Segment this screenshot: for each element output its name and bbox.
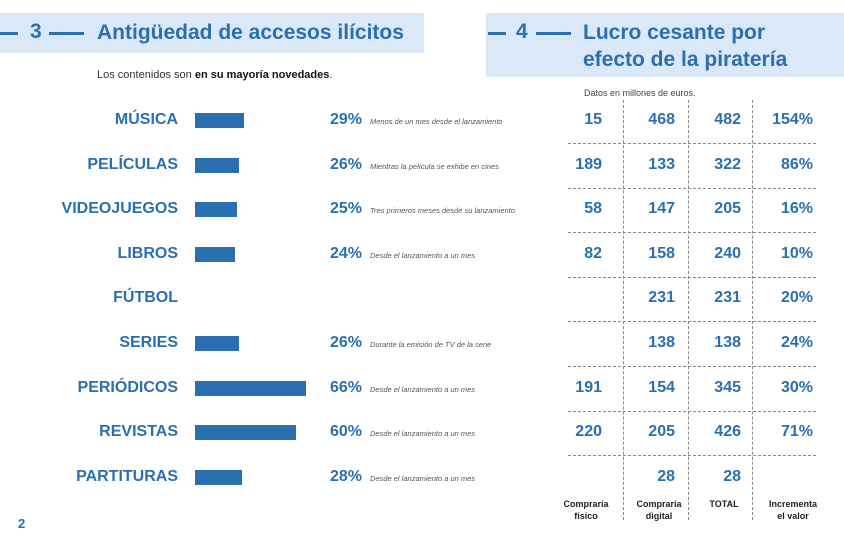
value-fisico: 15: [584, 111, 602, 128]
value-incrementa: 16%: [780, 200, 813, 218]
category-label: VIDEOJUEGOS: [61, 200, 178, 218]
category-label: PELÍCULAS: [87, 155, 178, 173]
bar: [195, 336, 239, 351]
percent-label: 60%: [329, 423, 362, 441]
category-label: PARTITURAS: [76, 467, 178, 485]
bar: [195, 380, 306, 396]
table-hline: [568, 232, 816, 234]
category-label: SERIES: [119, 334, 178, 351]
col-header-digital: Compraría digital: [636, 499, 682, 521]
value-incrementa: 30%: [780, 378, 813, 396]
table-hline: [568, 276, 816, 278]
value-digital: 468: [648, 111, 675, 128]
section3-subtitle: Los contenidos son en su mayoría novedad…: [97, 69, 333, 81]
value-total: 138: [714, 334, 741, 351]
value-fisico: 191: [575, 378, 602, 396]
period-description: Desde el lanzamiento a un mes: [370, 384, 476, 394]
category-label: FÚTBOL: [113, 289, 178, 307]
section4-header: [486, 13, 844, 77]
section3-number: 3: [30, 20, 42, 43]
category-label: LIBROS: [117, 244, 178, 262]
table-hline: [568, 366, 816, 367]
percent-label: 26%: [329, 334, 362, 351]
table-vline: [623, 100, 624, 520]
period-description: Desde el lanzamiento a un mes: [370, 473, 476, 483]
category-label: REVISTAS: [99, 423, 178, 441]
section4-dash-left: [488, 32, 506, 35]
section4-dash-right: [536, 32, 571, 35]
section3-dash-right: [49, 32, 84, 35]
value-total: 322: [714, 155, 741, 173]
percent-label: 29%: [329, 111, 362, 128]
table-hline: [568, 455, 816, 457]
section4-note: Datos en millones de euros.: [584, 88, 696, 98]
value-incrementa: 24%: [780, 334, 813, 351]
percent-label: 28%: [329, 467, 362, 485]
category-label: MÚSICA: [114, 111, 178, 128]
value-total: 205: [714, 200, 741, 218]
percent-label: 24%: [329, 244, 362, 262]
value-fisico: 189: [575, 155, 602, 173]
value-fisico: 58: [584, 200, 602, 218]
value-incrementa: 10%: [780, 244, 813, 262]
section3-dash-left: [0, 32, 18, 35]
period-description: Durante la emisión de TV de la serie: [370, 340, 492, 349]
percent-label: 25%: [329, 200, 362, 218]
value-total: 28: [723, 467, 741, 485]
section3-title: Antigüedad de accesos ilícitos: [97, 21, 404, 44]
value-total: 345: [714, 378, 741, 396]
percent-label: 26%: [329, 155, 362, 173]
table-vline: [688, 100, 689, 520]
value-digital: 147: [648, 200, 675, 218]
value-digital: 138: [648, 334, 675, 351]
value-digital: 158: [648, 244, 675, 262]
section4-title-line1: Lucro cesante por: [583, 21, 766, 44]
col-header-incrementa: Incrementa el valor: [768, 499, 818, 521]
section4-number: 4: [516, 20, 528, 43]
table-vline: [752, 100, 753, 520]
period-description: Desde el lanzamiento a un mes: [370, 429, 476, 439]
value-fisico: 220: [575, 423, 602, 441]
page-number: 2: [18, 516, 26, 531]
table-hline: [568, 187, 816, 189]
value-digital: 28: [657, 467, 675, 485]
bar: [195, 202, 237, 218]
value-total: 240: [714, 244, 741, 262]
value-incrementa: 71%: [780, 423, 813, 441]
value-incrementa: 86%: [780, 155, 813, 173]
period-description: Menos de un mes desde el lanzamiento: [370, 117, 503, 126]
value-digital: 205: [648, 423, 675, 441]
bar: [195, 113, 244, 128]
value-total: 482: [714, 111, 741, 128]
bar: [195, 425, 296, 441]
value-digital: 154: [648, 378, 675, 396]
table-hline: [568, 143, 816, 144]
section4-title-line2: efecto de la piratería: [583, 48, 788, 71]
value-incrementa: 154%: [772, 111, 813, 128]
col-header-fisico: Compraría físico: [563, 499, 609, 521]
category-label: PERIÓDICOS: [77, 378, 178, 396]
value-total: 426: [714, 423, 741, 441]
percent-label: 66%: [329, 378, 362, 396]
period-description: Mientras la película se exhibe en cines: [370, 161, 499, 171]
table-hline: [568, 321, 816, 323]
value-digital: 133: [648, 155, 675, 173]
bar: [195, 469, 243, 485]
value-incrementa: 20%: [780, 289, 813, 307]
table-hline: [568, 410, 816, 412]
period-description: Desde el lanzamiento a un mes: [370, 250, 476, 260]
value-total: 231: [714, 289, 741, 307]
col-header-total: TOTAL: [709, 499, 739, 509]
value-fisico: 82: [584, 244, 602, 262]
bar: [195, 157, 239, 173]
bar: [195, 246, 236, 262]
period-description: Tres primeros meses desde su lanzamiento: [370, 206, 515, 216]
value-digital: 231: [648, 289, 675, 307]
